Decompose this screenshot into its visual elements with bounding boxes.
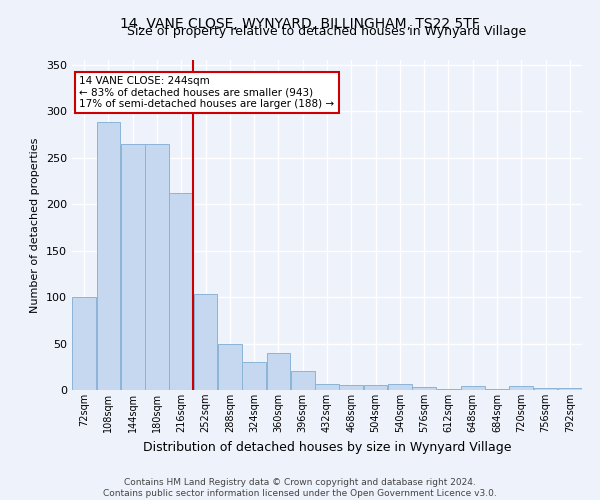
Bar bbox=[121, 144, 145, 390]
Text: 14 VANE CLOSE: 244sqm
← 83% of detached houses are smaller (943)
17% of semi-det: 14 VANE CLOSE: 244sqm ← 83% of detached … bbox=[79, 76, 335, 109]
Bar bbox=[194, 294, 217, 390]
Bar bbox=[315, 384, 339, 390]
Bar bbox=[169, 193, 193, 390]
Bar bbox=[266, 353, 290, 390]
Bar bbox=[461, 386, 485, 390]
Bar bbox=[97, 122, 120, 390]
Bar bbox=[558, 388, 581, 390]
Bar bbox=[364, 386, 388, 390]
Bar bbox=[73, 297, 96, 390]
Bar bbox=[291, 372, 314, 390]
Y-axis label: Number of detached properties: Number of detached properties bbox=[31, 138, 40, 312]
Bar bbox=[534, 388, 557, 390]
Bar bbox=[340, 386, 363, 390]
Bar bbox=[485, 389, 509, 390]
Bar bbox=[388, 384, 412, 390]
Title: Size of property relative to detached houses in Wynyard Village: Size of property relative to detached ho… bbox=[127, 25, 527, 38]
Bar bbox=[242, 362, 266, 390]
Bar bbox=[145, 144, 169, 390]
Text: Contains HM Land Registry data © Crown copyright and database right 2024.
Contai: Contains HM Land Registry data © Crown c… bbox=[103, 478, 497, 498]
Text: 14, VANE CLOSE, WYNYARD, BILLINGHAM, TS22 5TF: 14, VANE CLOSE, WYNYARD, BILLINGHAM, TS2… bbox=[120, 18, 480, 32]
Bar bbox=[412, 387, 436, 390]
Bar bbox=[437, 389, 460, 390]
X-axis label: Distribution of detached houses by size in Wynyard Village: Distribution of detached houses by size … bbox=[143, 440, 511, 454]
Bar bbox=[509, 386, 533, 390]
Bar bbox=[218, 344, 242, 390]
